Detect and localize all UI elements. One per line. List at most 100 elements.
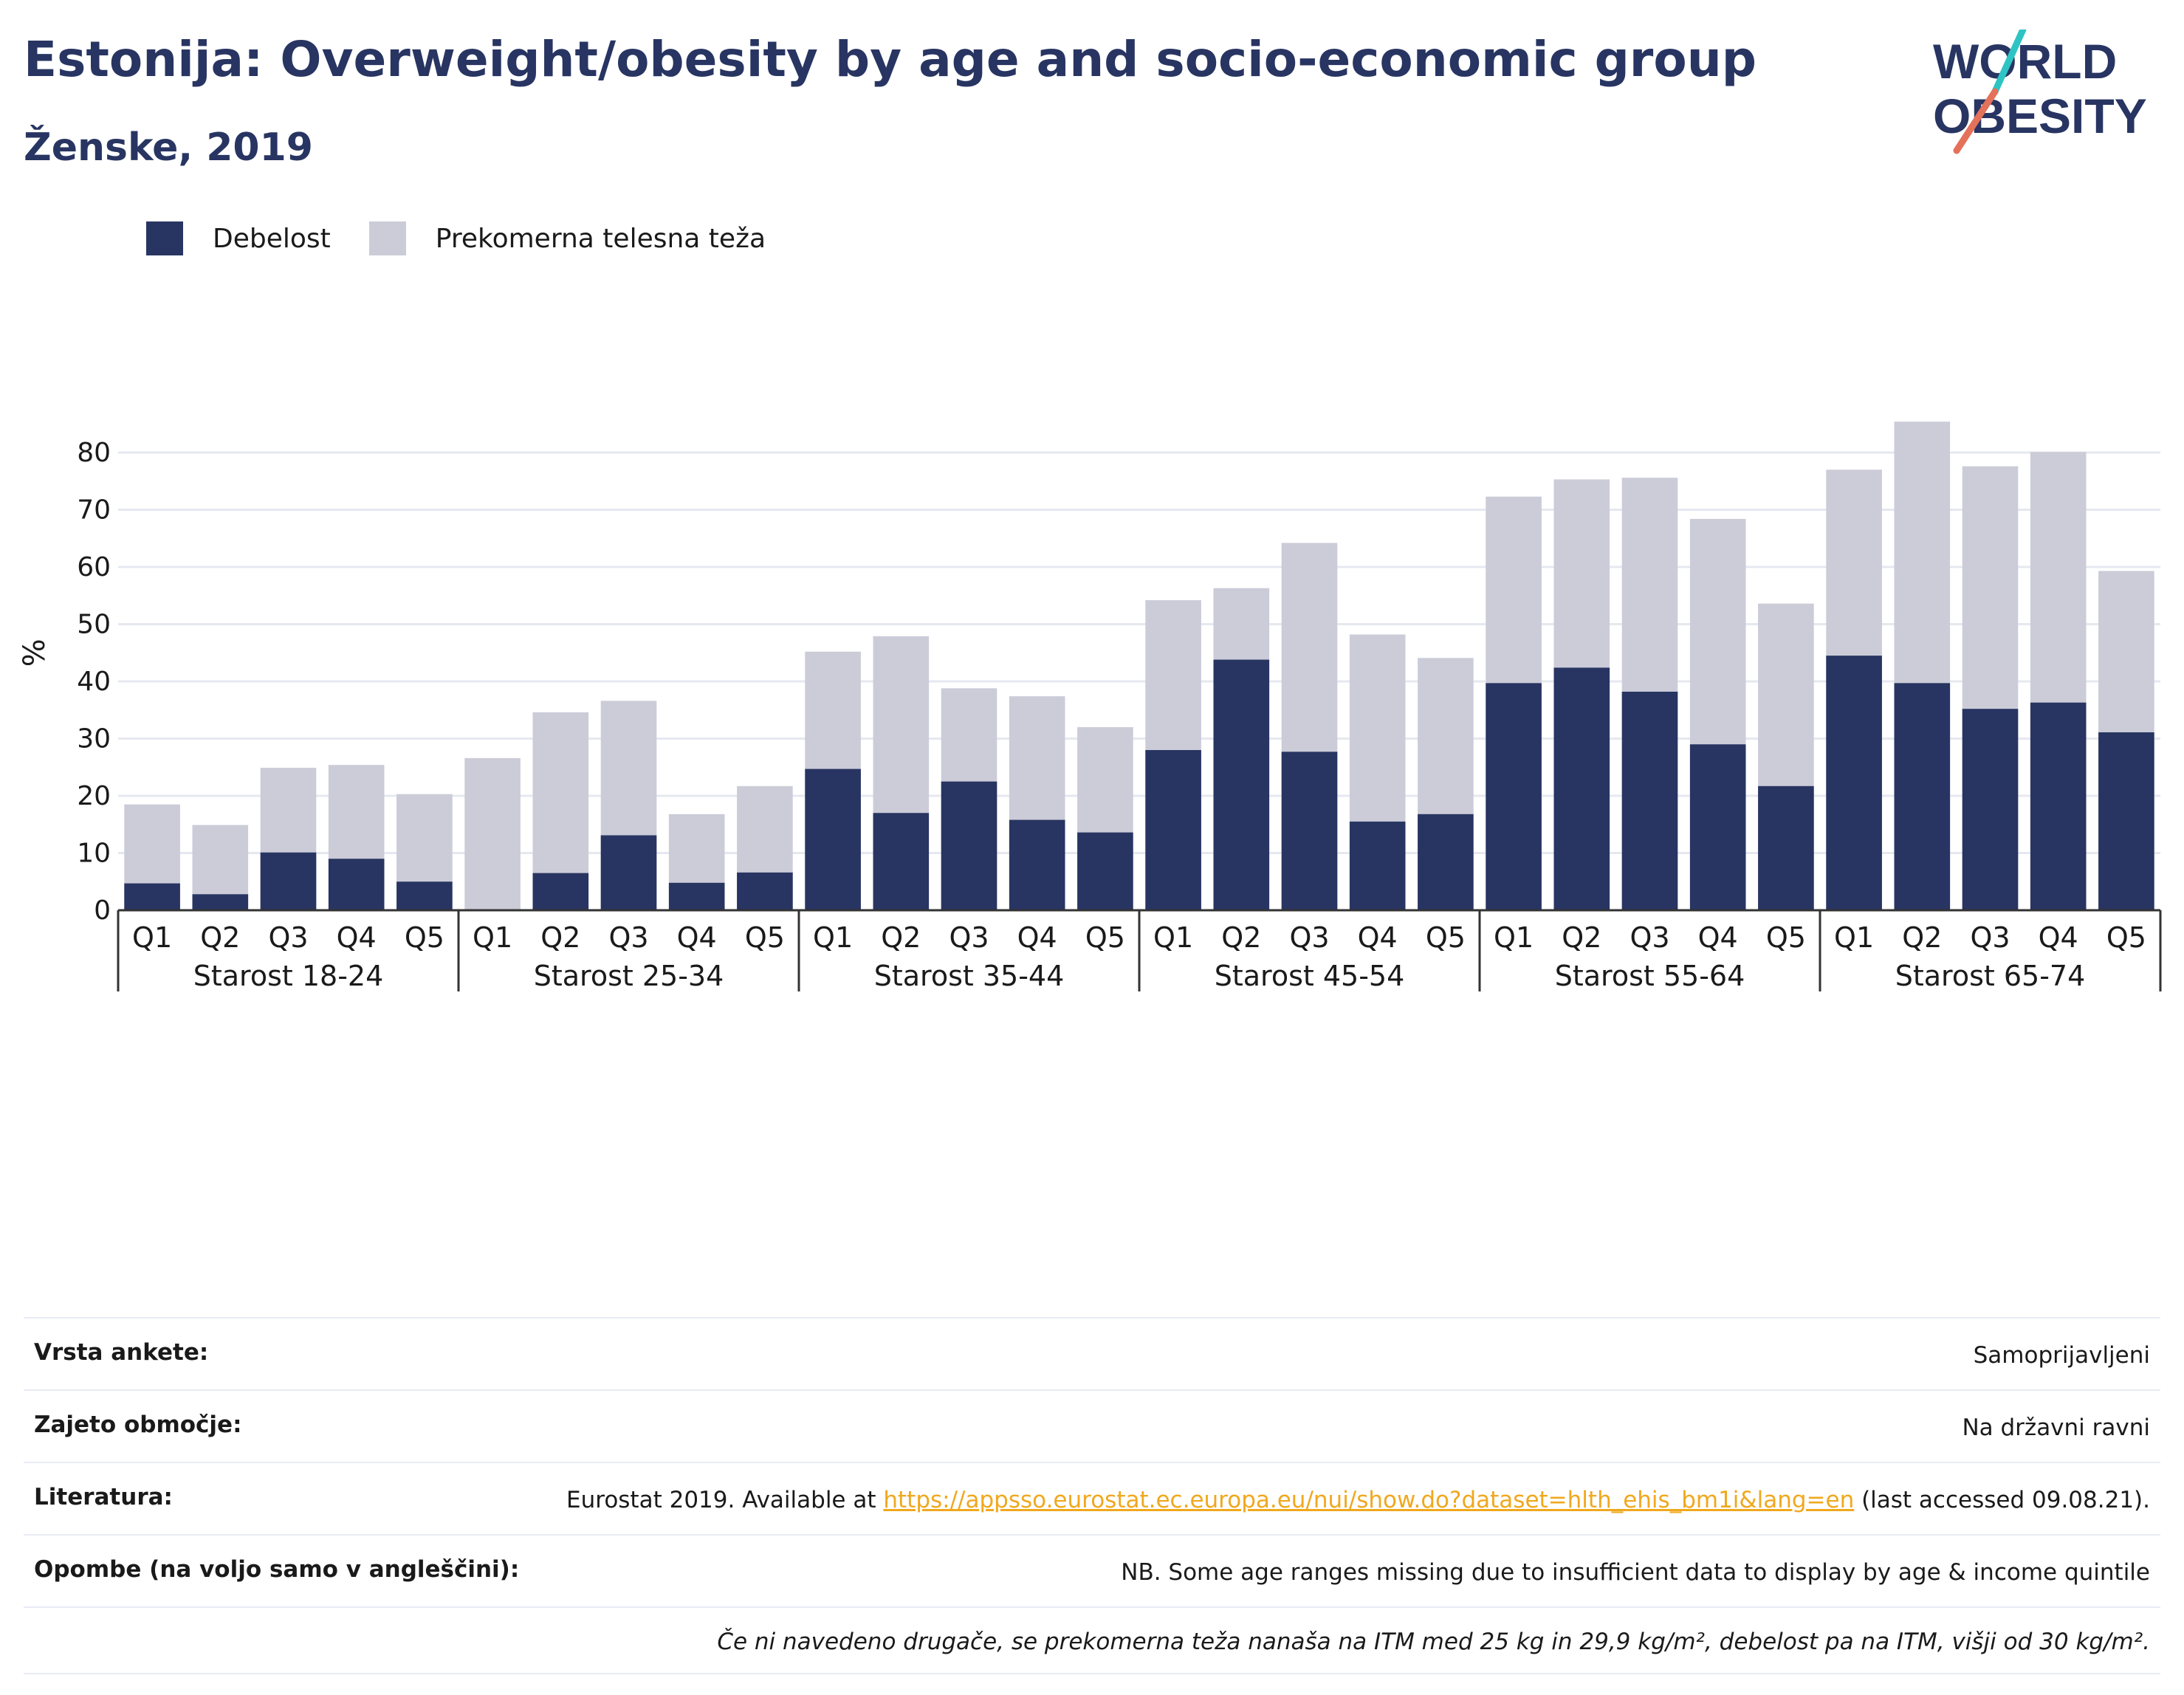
x-tick-label: Q4 <box>677 921 717 954</box>
x-tick-label: Q5 <box>1426 921 1466 954</box>
bar-obesity-6-q2 <box>1894 683 1951 910</box>
x-tick-label: Q4 <box>1698 921 1738 954</box>
x-tick-label: Q5 <box>1085 921 1125 954</box>
bar-obesity-5-q1 <box>1486 683 1542 910</box>
x-tick-label: Q2 <box>200 921 240 954</box>
bar-obesity-4-q3 <box>1281 752 1338 910</box>
group-label: Starost 65-74 <box>1895 960 2086 992</box>
x-tick-label: Q4 <box>1017 921 1057 954</box>
x-tick-label: Q1 <box>1494 921 1534 954</box>
bar-obesity-2-q4 <box>668 882 725 910</box>
y-tick-label: 70 <box>77 495 111 526</box>
y-tick-label: 10 <box>77 839 111 869</box>
bar-overweight-2-q1 <box>464 757 521 910</box>
x-tick-label: Q4 <box>1358 921 1398 954</box>
x-tick-label: Q1 <box>1834 921 1874 954</box>
x-tick-label: Q1 <box>1153 921 1193 954</box>
bar-obesity-1-q5 <box>396 881 453 910</box>
bar-obesity-1-q4 <box>328 859 385 910</box>
meta-value: Eurostat 2019. Available at https://apps… <box>566 1484 2150 1516</box>
world-obesity-logo: WORLD OBESITY <box>1933 30 2147 154</box>
bar-obesity-1-q1 <box>124 883 180 910</box>
x-tick-label: Q1 <box>473 921 512 954</box>
bar-obesity-5-q4 <box>1689 744 1746 910</box>
meta-row-definition: Če ni navedeno drugače, se prekomerna te… <box>24 1606 2160 1674</box>
group-label: Starost 35-44 <box>874 960 1065 992</box>
reference-text: Eurostat 2019. Available at <box>566 1487 884 1513</box>
bar-obesity-5-q5 <box>1758 785 1814 910</box>
meta-row-references: Literatura: Eurostat 2019. Available at … <box>24 1462 2160 1534</box>
meta-row-survey-type: Vrsta ankete: Samoprijavljeni <box>24 1317 2160 1389</box>
bar-obesity-4-q1 <box>1145 750 1201 910</box>
reference-link[interactable]: https://appsso.eurostat.ec.europa.eu/nui… <box>883 1487 1855 1513</box>
x-tick-label: Q3 <box>268 921 308 954</box>
bar-obesity-5-q3 <box>1621 691 1678 910</box>
reference-suffix: (last accessed 09.08.21). <box>1854 1487 2150 1513</box>
legend-label-overweight: Prekomerna telesna teža <box>435 223 766 254</box>
meta-row-coverage: Zajeto območje: Na državni ravni <box>24 1389 2160 1462</box>
bar-obesity-6-q4 <box>2030 702 2087 910</box>
bar-obesity-3-q2 <box>873 813 930 910</box>
metadata-table: Vrsta ankete: Samoprijavljeni Zajeto obm… <box>24 1317 2160 1674</box>
x-tick-label: Q5 <box>1766 921 1806 954</box>
y-tick-label: 60 <box>77 552 111 582</box>
x-tick-label: Q1 <box>813 921 853 954</box>
chart-title: Estonija: Overweight/obesity by age and … <box>24 31 1757 88</box>
definition-note: Če ni navedeno drugače, se prekomerna te… <box>717 1629 2150 1655</box>
y-axis-title: % <box>18 639 52 667</box>
x-tick-label: Q2 <box>1902 921 1942 954</box>
meta-key: Zajeto območje: <box>34 1412 242 1438</box>
bar-obesity-5-q2 <box>1553 667 1610 910</box>
meta-value: Samoprijavljeni <box>1973 1342 2150 1369</box>
x-tick-label: Q5 <box>745 921 785 954</box>
stacked-bar-chart: 0 10 20 30 40 50 60 70 80% Q1 Q2 Q3 Q4 Q5 Starost 18-2… <box>18 422 2162 992</box>
x-tick-label: Q5 <box>405 921 444 954</box>
bar-obesity-4-q4 <box>1349 821 1406 910</box>
x-tick-label: Q2 <box>1562 921 1601 954</box>
bar-obesity-3-q1 <box>805 769 861 910</box>
meta-key: Literatura: <box>34 1484 173 1510</box>
bar-obesity-6-q5 <box>2098 732 2154 910</box>
x-tick-label: Q4 <box>337 921 377 954</box>
meta-row-notes: Opombe (na voljo samo v angleščini): NB.… <box>24 1534 2160 1606</box>
bar-obesity-2-q5 <box>737 872 793 910</box>
x-tick-label: Q3 <box>1289 921 1329 954</box>
bar-obesity-3-q4 <box>1009 819 1065 910</box>
x-tick-label: Q3 <box>1630 921 1669 954</box>
meta-value: Na državni ravni <box>1962 1414 2150 1441</box>
x-tick-label: Q3 <box>1970 921 2010 954</box>
x-tick-label: Q2 <box>881 921 921 954</box>
x-tick-label: Q2 <box>1221 921 1261 954</box>
logo-line1: WORLD <box>1933 34 2117 89</box>
bar-obesity-6-q1 <box>1826 656 1882 910</box>
meta-key: Vrsta ankete: <box>34 1339 209 1366</box>
x-tick-label: Q2 <box>540 921 580 954</box>
bar-obesity-1-q2 <box>192 894 249 910</box>
legend-swatch-obesity <box>146 221 183 255</box>
x-tick-label: Q3 <box>608 921 648 954</box>
bar-obesity-1-q3 <box>260 852 317 910</box>
bar-obesity-3-q5 <box>1077 832 1133 910</box>
y-tick-label: 0 <box>94 895 111 926</box>
legend-label-obesity: Debelost <box>213 223 331 254</box>
x-tick-label: Q3 <box>949 921 989 954</box>
bar-obesity-2-q3 <box>600 835 657 910</box>
meta-value: NB. Some age ranges missing due to insuf… <box>1121 1559 2150 1586</box>
group-label: Starost 25-34 <box>534 960 724 992</box>
chart-legend: Debelost Prekomerna telesna teža <box>146 220 804 257</box>
bar-obesity-3-q3 <box>941 781 997 910</box>
y-tick-label: 20 <box>77 781 111 811</box>
y-tick-label: 30 <box>77 724 111 754</box>
group-label: Starost 18-24 <box>193 960 384 992</box>
chart-subtitle: Ženske, 2019 <box>24 126 313 170</box>
bar-obesity-6-q3 <box>1962 709 2019 910</box>
meta-key: Opombe (na voljo samo v angleščini): <box>34 1556 520 1583</box>
x-tick-label: Q4 <box>2039 921 2078 954</box>
y-tick-label: 80 <box>77 438 111 468</box>
bar-obesity-4-q2 <box>1213 659 1270 910</box>
bar-obesity-2-q2 <box>532 873 589 910</box>
y-tick-label: 40 <box>77 667 111 697</box>
x-tick-label: Q1 <box>132 921 172 954</box>
group-label: Starost 55-64 <box>1555 960 1745 992</box>
y-tick-label: 50 <box>77 610 111 640</box>
